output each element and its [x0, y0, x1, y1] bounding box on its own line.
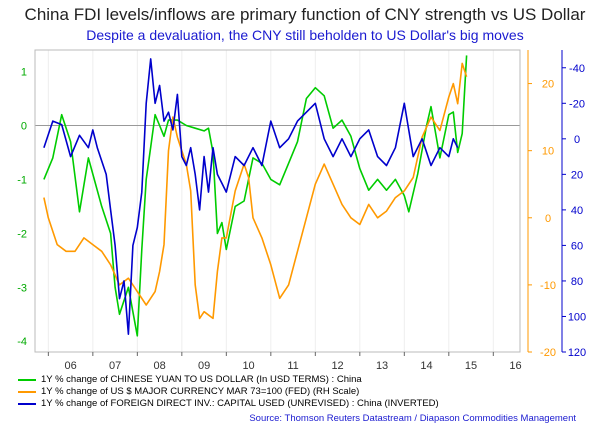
- usd-axis-tick-label: -20: [540, 347, 556, 359]
- usd-series-line: [43, 62, 468, 320]
- legend-item-usd: 1Y % change of US $ MAJOR CURRENCY MAR 7…: [18, 386, 439, 398]
- fdi-axis-tick-label: 120: [568, 347, 586, 359]
- x-tick-label: 14: [420, 360, 432, 372]
- left-axis-tick-label: -1: [17, 174, 27, 186]
- left-axis-tick-label: -3: [17, 282, 27, 294]
- fdi-axis-tick-label: -20: [569, 98, 585, 110]
- legend-item-cny: 1Y % change of CHINESE YUAN TO US DOLLAR…: [18, 374, 439, 386]
- x-tick-label: 08: [153, 360, 165, 372]
- fdi-axis-tick-label: -40: [569, 63, 585, 75]
- usd-axis-tick-label: 10: [542, 146, 554, 158]
- left-axis-tick-label: 1: [21, 67, 27, 79]
- chart-title: China FDI levels/inflows are primary fun…: [24, 5, 586, 24]
- x-tick-label: 10: [242, 360, 254, 372]
- x-tick-label: 13: [376, 360, 388, 372]
- x-tick-label: 11: [287, 360, 298, 372]
- usd-axis-tick-label: 20: [542, 79, 554, 91]
- legend-swatch-fdi: [18, 403, 36, 405]
- legend-label-usd: 1Y % change of US $ MAJOR CURRENCY MAR 7…: [41, 386, 360, 397]
- x-tick-label: 16: [509, 360, 521, 372]
- fdi-axis-tick-label: 20: [571, 169, 583, 181]
- fdi-axis-tick-label: 80: [571, 276, 583, 288]
- fdi-axis-tick-label: 40: [571, 205, 583, 217]
- plot-frame: [34, 49, 521, 353]
- source-note: Source: Thomson Reuters Datastream / Dia…: [249, 413, 576, 424]
- left-axis-tick-label: -2: [17, 228, 27, 240]
- fdi-axis-tick-label: 60: [571, 240, 583, 252]
- fdi-axis-tick-label: 100: [568, 311, 586, 323]
- x-tick-label: 15: [465, 360, 477, 372]
- left-axis-tick-label: -4: [17, 336, 27, 348]
- x-tick-label: 06: [64, 360, 76, 372]
- legend-swatch-usd: [18, 391, 36, 393]
- x-tick-label: 12: [331, 360, 343, 372]
- chart-subtitle: Despite a devaluation, the CNY still beh…: [86, 27, 524, 43]
- fdi-series-line: [43, 58, 459, 336]
- legend-swatch-cny: [18, 379, 36, 381]
- legend-item-fdi: 1Y % change of FOREIGN DIRECT INV.: CAPI…: [18, 398, 439, 410]
- left-axis-tick-label: 0: [21, 121, 27, 133]
- legend: 1Y % change of CHINESE YUAN TO US DOLLAR…: [18, 374, 439, 410]
- usd-axis-tick-label: 0: [545, 213, 551, 225]
- cny-series-line: [43, 55, 468, 337]
- legend-label-cny: 1Y % change of CHINESE YUAN TO US DOLLAR…: [41, 374, 362, 385]
- legend-label-fdi: 1Y % change of FOREIGN DIRECT INV.: CAPI…: [41, 398, 439, 409]
- x-tick-label: 07: [109, 360, 121, 372]
- x-tick-label: 09: [198, 360, 210, 372]
- usd-axis-tick-label: -10: [540, 280, 556, 292]
- fdi-axis-tick-label: 0: [574, 134, 580, 146]
